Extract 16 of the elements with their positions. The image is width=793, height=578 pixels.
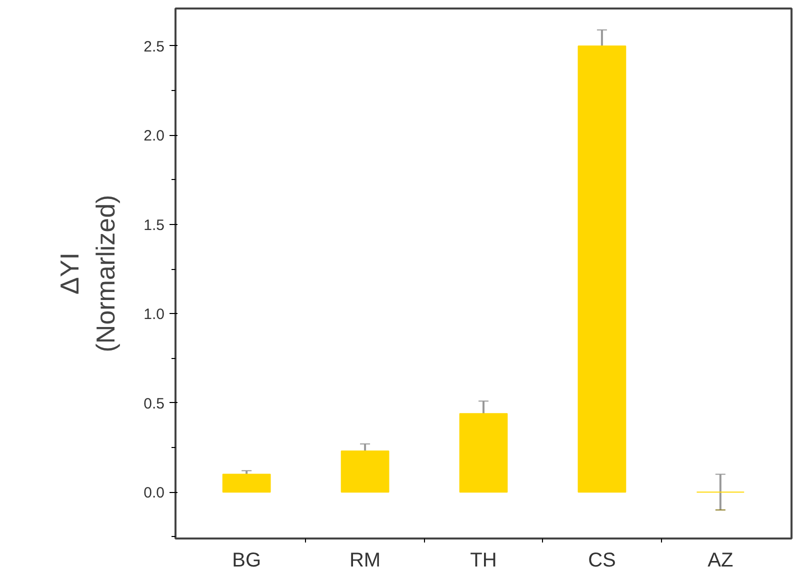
x-tick-label: BG (232, 550, 262, 572)
y-tick-label: 2.5 (144, 38, 165, 56)
y-axis-title: ΔYI (Normarlized) (54, 194, 121, 352)
y-tick-label: 1.5 (144, 216, 165, 234)
x-tick-label: CS (588, 550, 616, 572)
bar (459, 413, 508, 493)
y-tick-label: 0.0 (144, 484, 165, 502)
bar (222, 474, 271, 493)
bar (340, 450, 390, 493)
y-tick-label: 1.0 (144, 306, 165, 324)
x-tick-label: AZ (708, 550, 734, 572)
bar (578, 45, 626, 493)
x-tick-label: RM (349, 550, 381, 572)
x-tick-label: TH (470, 550, 497, 572)
y-tick-label: 0.5 (144, 395, 165, 412)
y-tick-label: 2.0 (144, 128, 165, 145)
